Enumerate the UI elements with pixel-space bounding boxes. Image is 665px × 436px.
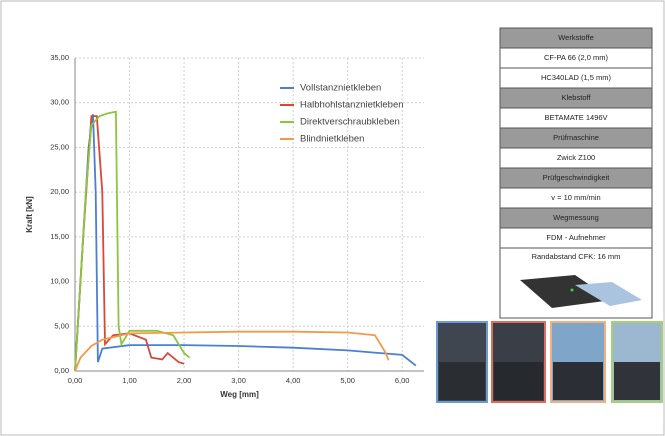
steel-plate <box>575 282 642 306</box>
x-tick-label: 1,00 <box>122 376 137 385</box>
legend-label: Halbhohlstanznietkleben <box>300 100 404 111</box>
header-text: Prüfgeschwindigkeit <box>543 173 611 182</box>
x-tick-label: 2,00 <box>177 376 192 385</box>
joint-point <box>570 288 574 292</box>
photo-4-lower <box>614 362 660 400</box>
value-text: HC340LAD (1,5 mm) <box>541 73 612 82</box>
y-tick-label: 0,00 <box>54 366 69 375</box>
photos <box>436 321 663 403</box>
photo-2-lower <box>494 362 543 400</box>
legend-label: Blindnietkleben <box>300 134 364 145</box>
note-text: Randabstand CFK: 16 mm <box>532 252 621 261</box>
value-text: CF-PA 66 (2,0 mm) <box>544 53 609 62</box>
plot: 0,00 5,00 10,00 15,00 20,00 25,00 30,00 35,00 0,… <box>25 53 424 399</box>
cfk-plate <box>520 275 612 308</box>
legend-label: Direktverschraubkleben <box>300 117 400 128</box>
value-text: Zwick Z100 <box>557 153 595 162</box>
series-line <box>74 330 390 372</box>
photo-1-lower <box>439 362 485 400</box>
x-tick-label: 3,00 <box>231 376 246 385</box>
x-tick-label: 5,00 <box>340 376 355 385</box>
y-axis-title: Kraft [kN] <box>25 196 34 233</box>
header-text: Werkstoffe <box>558 33 594 42</box>
x-tick-label: 4,00 <box>286 376 301 385</box>
value-text: BETAMATE 1496V <box>544 113 607 122</box>
x-axis-title: Weg [mm] <box>220 390 259 399</box>
y-tick-label: 5,00 <box>54 321 69 330</box>
y-tick-label: 15,00 <box>50 232 69 241</box>
spec-table: Werkstoffe CF-PA 66 (2,0 mm) HC340LAD (1,5… <box>499 27 653 319</box>
specimen-sketch <box>520 275 642 308</box>
y-tick-label: 35,00 <box>50 53 69 62</box>
y-tick-label: 25,00 <box>50 142 69 151</box>
header-text: Wegmessung <box>553 213 599 222</box>
y-tick-label: 10,00 <box>50 277 69 286</box>
value-text: FDM - Aufnehmer <box>546 233 606 242</box>
header-text: Prüfmaschine <box>553 133 599 142</box>
x-tick-label: 0,00 <box>68 376 83 385</box>
x-tick-label: 6,00 <box>395 376 410 385</box>
y-tick-label: 30,00 <box>50 98 69 107</box>
header-text: Klebstoff <box>561 93 591 102</box>
y-tick-label: 20,00 <box>50 187 69 196</box>
series-line <box>74 110 191 372</box>
value-text: v = 10 mm/min <box>551 193 600 202</box>
legend-label: Vollstanznietkleben <box>300 83 381 94</box>
photo-3-lower <box>553 362 603 400</box>
series-line <box>74 115 185 372</box>
